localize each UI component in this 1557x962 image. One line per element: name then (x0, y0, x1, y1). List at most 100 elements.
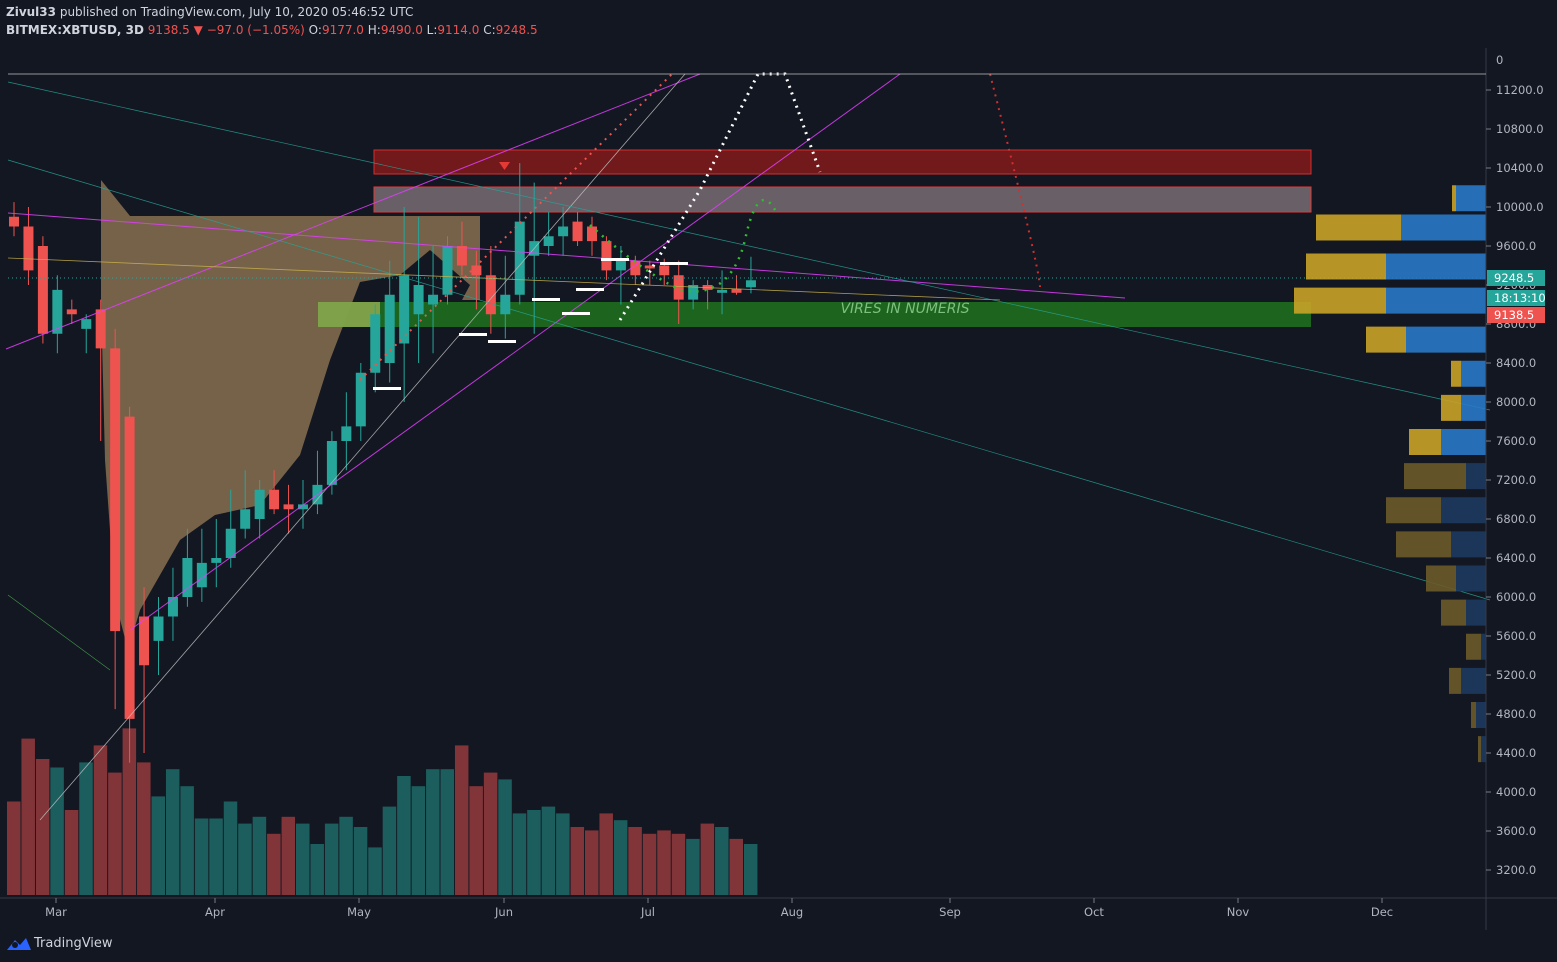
y-tick-label: 11200.0 (1496, 83, 1544, 97)
volume-bar (21, 738, 35, 895)
candle-body (659, 265, 670, 276)
candle-body (500, 294, 511, 315)
candle-body (95, 309, 106, 349)
volume-bar (527, 810, 541, 895)
last-price: 9138.5 (147, 23, 190, 37)
volume-profile-bar (1306, 253, 1386, 280)
candle-body (355, 372, 366, 427)
volume-bar (411, 786, 426, 895)
chart-header: Zivul33 published on TradingView.com, Ju… (0, 0, 1557, 40)
volume-layer (7, 728, 758, 895)
y-tick-label: 3600.0 (1496, 824, 1536, 838)
volume-profile-bar (1478, 736, 1481, 763)
candle-body (52, 289, 63, 334)
y-tick-label: 4800.0 (1496, 707, 1536, 721)
volume-bar (613, 820, 628, 895)
down-arrow-icon: ▼ (193, 23, 203, 37)
candle-body (485, 275, 496, 315)
y-tick-label: 7200.0 (1496, 473, 1536, 487)
annotation-text: VIRES IN NUMERIS (840, 301, 969, 317)
candle-body (23, 226, 34, 271)
y-tick-label: 9600.0 (1496, 239, 1536, 253)
candle-body (615, 260, 626, 271)
candle-body (298, 504, 308, 510)
candle-body (644, 265, 655, 269)
candle-body (456, 246, 467, 266)
candle-body (572, 221, 583, 242)
candle-body (384, 294, 395, 363)
x-tick-label: Nov (1227, 905, 1250, 919)
x-tick-label: Dec (1371, 905, 1393, 919)
candle-body (326, 441, 337, 485)
volume-profile-bar (1456, 565, 1486, 592)
volume-profile-bar (1426, 565, 1456, 592)
volume-profile-bar (1461, 360, 1486, 387)
candle-body (587, 226, 597, 242)
trendline (7, 212, 1126, 299)
y-tick-label: 10400.0 (1496, 161, 1544, 175)
volume-profile-bar (1396, 531, 1451, 558)
volume-bar (122, 728, 137, 895)
price-tag-label: 9138.5 (1494, 308, 1534, 322)
volume-bar (165, 769, 180, 895)
y-top-label: 0 (1496, 53, 1503, 67)
volume-profile-bar (1316, 214, 1401, 241)
white-marker (576, 288, 604, 291)
y-tick-label: 10800.0 (1496, 122, 1544, 136)
candle-body (745, 280, 756, 288)
symbol-label[interactable]: BITMEX:XBTUSD, 3D (6, 23, 144, 37)
volume-profile-bar (1451, 360, 1461, 387)
y-tick-label: 3200.0 (1496, 863, 1536, 877)
volume-bar (715, 827, 729, 895)
brand-text[interactable]: TradingView (34, 936, 113, 951)
price-tag-label: 18:13:10 (1494, 291, 1546, 305)
volume-profile-bar (1401, 214, 1486, 241)
x-tick-label: Sep (939, 905, 961, 919)
volume-profile-bar (1481, 736, 1486, 763)
white-marker (459, 333, 487, 336)
volume-bar (426, 769, 440, 895)
tradingview-logo-icon[interactable] (6, 936, 32, 952)
volume-bar (686, 838, 700, 895)
volume-bar (281, 816, 296, 895)
volume-bar (267, 833, 281, 895)
volume-bar (151, 796, 165, 895)
candle-body (370, 314, 381, 373)
y-tick-label: 6400.0 (1496, 551, 1536, 565)
volume-profile-bar (1386, 287, 1486, 314)
close-value: 9248.5 (495, 23, 538, 37)
low-label: L: (426, 23, 438, 37)
candle-body (428, 294, 439, 305)
support-zone-left (318, 302, 380, 327)
volume-bar (296, 823, 310, 895)
volume-bar (64, 810, 79, 895)
white-marker (373, 387, 401, 390)
price-tag (1487, 290, 1545, 306)
candle-body (66, 309, 77, 315)
trendline (7, 159, 1491, 601)
y-tick-label: 6000.0 (1496, 590, 1536, 604)
x-tick-label: Oct (1084, 905, 1104, 919)
x-tick-label: Jun (494, 905, 513, 919)
candle-body (182, 558, 193, 597)
volume-profile-bar (1466, 599, 1486, 626)
volume-profile-bar (1466, 463, 1486, 490)
y-tick-label: 8400.0 (1496, 356, 1536, 370)
white-marker (660, 262, 688, 265)
author-name[interactable]: Zivul33 (6, 5, 56, 19)
candle-body (717, 289, 728, 293)
volume-bar (7, 801, 21, 895)
candle-body (196, 562, 207, 588)
volume-bar (642, 833, 657, 895)
support-zone (318, 302, 1311, 327)
volume-bar (541, 806, 556, 895)
volume-bar (657, 830, 671, 895)
y-tick-label: 6800.0 (1496, 512, 1536, 526)
axes-layer: 11200.010800.010400.010000.09600.09200.0… (0, 48, 1557, 930)
y-tick-label: 4000.0 (1496, 785, 1536, 799)
legend-line: BITMEX:XBTUSD, 3D 9138.5 ▼ −97.0 (−1.05%… (6, 23, 538, 37)
volume-profile-bar (1461, 667, 1486, 694)
price-tag (1487, 270, 1545, 286)
